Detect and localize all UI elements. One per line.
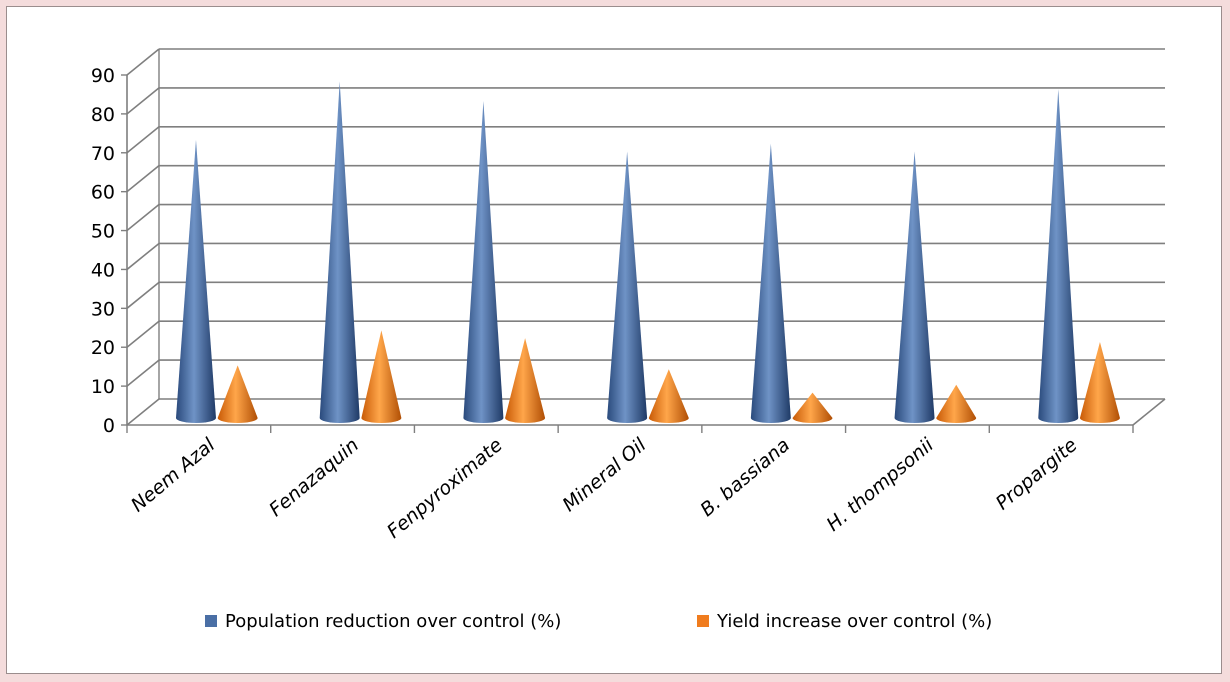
gridline-diagonal <box>126 320 160 348</box>
cone-layer <box>175 81 1120 424</box>
label-layer: 0 10 20 30 40 50 60 70 80 90 Neem Azal Fenazaquin Fe… <box>91 65 1082 543</box>
cone-population-reduction <box>463 100 504 424</box>
cone-population-reduction <box>1038 89 1079 424</box>
cone-yield-increase <box>792 392 833 424</box>
cone-yield-increase <box>936 384 977 424</box>
y-tick-label: 90 <box>91 65 115 87</box>
cone-population-reduction <box>175 139 216 424</box>
y-tick-label: 60 <box>91 182 115 204</box>
chart-frame: 0 10 20 30 40 50 60 70 80 90 Neem Azal Fenazaquin Fe… <box>6 6 1222 674</box>
cone-population-reduction <box>607 151 648 424</box>
gridline-diagonal <box>126 87 160 115</box>
gridline-diagonal <box>126 359 160 387</box>
y-tick-label: 40 <box>91 259 115 281</box>
chart-legend: Population reduction over control (%) Yie… <box>205 611 992 632</box>
x-tick-label: Neem Azal <box>127 434 220 517</box>
legend-swatch-population <box>205 615 217 627</box>
cone-population-reduction <box>319 81 360 424</box>
x-tick-label: H. thompsonii <box>822 434 938 536</box>
cone-population-reduction <box>894 151 935 424</box>
cone-yield-increase <box>1079 342 1120 424</box>
x-tick-label: Mineral Oil <box>558 434 651 517</box>
gridline-diagonal <box>126 165 160 193</box>
gridline-diagonal <box>126 126 160 154</box>
y-tick-label: 20 <box>91 337 115 359</box>
y-tick-label: 0 <box>103 415 115 437</box>
y-tick-label: 70 <box>91 143 115 165</box>
chart-svg: 0 10 20 30 40 50 60 70 80 90 Neem Azal Fenazaquin Fe… <box>91 48 1166 632</box>
x-tick-label: Propargite <box>992 434 1082 514</box>
x-tick-label: Fenazaquin <box>265 434 363 521</box>
cone-yield-increase <box>361 330 402 424</box>
floor-right-edge <box>1132 398 1166 426</box>
x-tick-label: B. bassiana <box>696 434 794 521</box>
cone-population-reduction <box>750 143 791 424</box>
y-tick-label: 10 <box>91 376 115 398</box>
gridline-diagonal <box>126 242 160 271</box>
legend-swatch-yield <box>697 615 709 627</box>
y-tick-label: 80 <box>91 104 115 126</box>
cone-yield-increase <box>505 338 546 424</box>
cone-yield-increase <box>217 365 258 424</box>
legend-label-population: Population reduction over control (%) <box>225 611 561 632</box>
grid-layer <box>126 48 1165 426</box>
x-tick-label: Fenpyroximate <box>383 434 507 543</box>
y-tick-label: 50 <box>91 221 115 243</box>
y-tick-label: 30 <box>91 298 115 320</box>
gridline-diagonal <box>126 281 160 309</box>
cone-yield-increase <box>648 369 689 424</box>
gridline-diagonal <box>126 398 160 426</box>
gridline-diagonal <box>126 203 160 232</box>
gridline-diagonal <box>126 48 160 76</box>
legend-label-yield: Yield increase over control (%) <box>716 611 992 632</box>
axis-layer <box>121 74 1166 433</box>
